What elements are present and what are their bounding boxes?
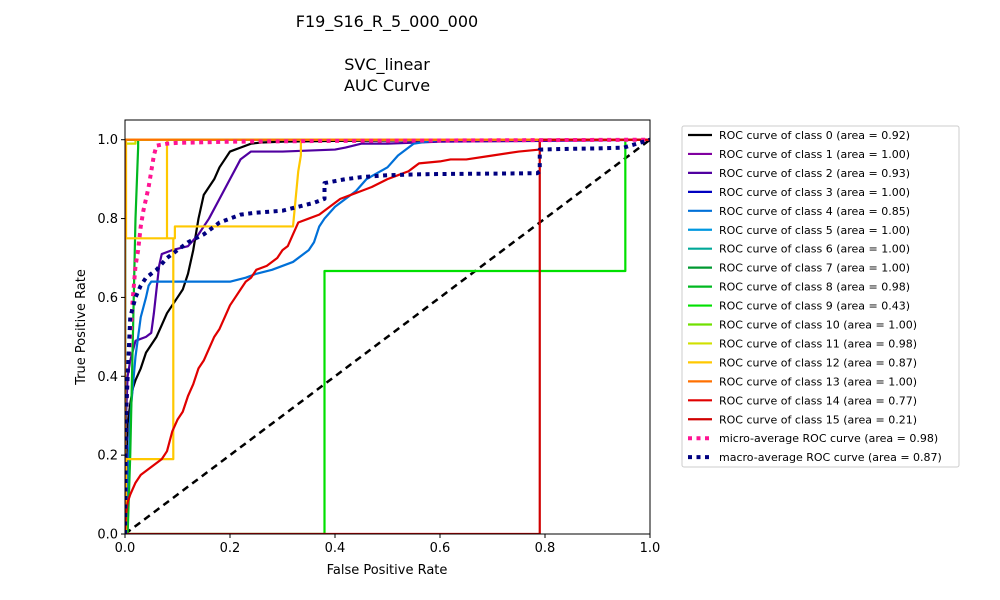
- y-tick-label: 0.8: [97, 212, 118, 227]
- title-line-1: F19_S16_R_5_000_000: [296, 12, 478, 32]
- series-line-14: [125, 138, 650, 534]
- chart-title: F19_S16_R_5_000_000 SVC_linear AUC Curve: [296, 12, 478, 95]
- plot-frame: [124, 119, 651, 535]
- legend-label: ROC curve of class 11 (area = 0.98): [719, 337, 917, 350]
- x-tick-label: 0.6: [430, 541, 451, 556]
- legend-label: micro-average ROC curve (area = 0.98): [719, 432, 938, 445]
- plot-lines: [125, 137, 650, 534]
- y-tick-label: 0.6: [97, 291, 118, 306]
- y-tick-label: 0.0: [97, 528, 118, 543]
- legend-label: ROC curve of class 3 (area = 1.00): [719, 186, 910, 199]
- legend-label: ROC curve of class 15 (area = 0.21): [719, 413, 917, 426]
- legend-label: ROC curve of class 2 (area = 0.93): [719, 167, 910, 180]
- series-line-0: [125, 138, 650, 534]
- title-line-3: AUC Curve: [344, 76, 430, 95]
- title-line-2: SVC_linear: [344, 55, 430, 75]
- reference-diagonal-line: [125, 138, 650, 534]
- legend-label: ROC curve of class 1 (area = 1.00): [719, 148, 910, 161]
- x-axis: 0.0 0.2 0.4 0.6 0.8 1.0: [115, 534, 661, 556]
- legend-label: ROC curve of class 13 (area = 1.00): [719, 375, 917, 388]
- series-line-4: [125, 138, 650, 534]
- legend-label: ROC curve of class 7 (area = 1.00): [719, 262, 910, 275]
- legend-label: ROC curve of class 0 (area = 0.92): [719, 129, 910, 142]
- x-axis-label: False Positive Rate: [327, 563, 448, 578]
- y-axis: 0.0 0.2 0.4 0.6 0.8 1.0: [97, 133, 125, 543]
- legend-label: ROC curve of class 9 (area = 0.43): [719, 300, 910, 313]
- x-tick-label: 0.8: [535, 541, 556, 556]
- legend-label: ROC curve of class 14 (area = 0.77): [719, 394, 917, 407]
- legend: ROC curve of class 0 (area = 0.92) ROC cu…: [681, 125, 960, 468]
- legend-label: ROC curve of class 5 (area = 1.00): [719, 224, 910, 237]
- legend-label: ROC curve of class 10 (area = 1.00): [719, 319, 917, 332]
- x-tick-label: 0.2: [220, 541, 241, 556]
- x-tick-label: 1.0: [640, 541, 661, 556]
- legend-label: ROC curve of class 4 (area = 0.85): [719, 205, 910, 218]
- y-tick-label: 1.0: [97, 133, 118, 148]
- y-axis-label: True Positive Rate: [74, 269, 89, 386]
- x-tick-label: 0.0: [115, 541, 136, 556]
- legend-label: ROC curve of class 12 (area = 0.87): [719, 356, 917, 369]
- legend-label: macro-average ROC curve (area = 0.87): [719, 451, 942, 464]
- legend-frame: [681, 125, 960, 468]
- y-tick-label: 0.2: [97, 449, 118, 464]
- legend-label: ROC curve of class 6 (area = 1.00): [719, 243, 910, 256]
- series-line-2: [125, 138, 650, 534]
- x-tick-label: 0.4: [325, 541, 346, 556]
- series-line-17: [125, 137, 650, 534]
- y-tick-label: 0.4: [97, 370, 118, 385]
- series-line-15: [125, 138, 650, 534]
- legend-label: ROC curve of class 8 (area = 0.98): [719, 281, 910, 294]
